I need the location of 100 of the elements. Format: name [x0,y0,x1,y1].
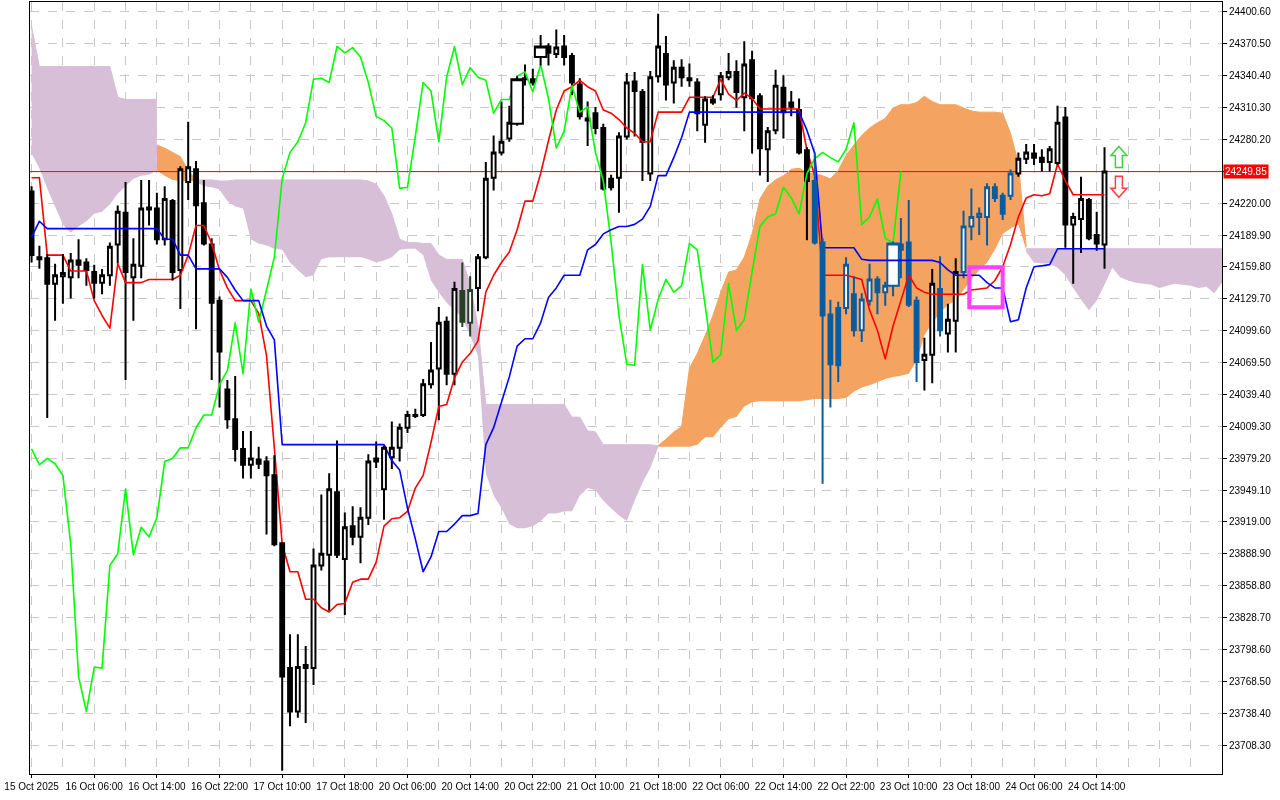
candlestick [702,96,709,143]
x-tick-label: 23 Oct 18:00 [942,781,1001,792]
y-tick-label: 23888.90 [1229,548,1272,560]
candlestick [1031,143,1037,166]
candlestick [843,257,849,315]
candlestick [1093,211,1100,251]
candlestick [905,200,912,307]
candlestick [858,293,865,342]
candlestick [59,254,66,304]
candlestick [279,542,286,771]
candlestick [153,192,160,245]
candlestick [404,410,411,433]
candlestick [976,207,983,235]
candlestick [663,35,669,101]
x-tick-label: 16 Oct 06:00 [65,781,124,792]
y-tick-label: 23768.50 [1229,675,1272,687]
x-tick-label: 16 Oct 14:00 [128,781,186,792]
candlestick [796,98,802,155]
candlestick [341,512,348,616]
candlestick [420,379,427,418]
candlestick [991,183,998,203]
candlestick [44,254,51,419]
y-tick-label: 24099.60 [1229,325,1272,337]
candlestick [937,256,943,337]
candlestick [631,71,638,137]
y-tick-label: 24370.50 [1229,38,1272,50]
candlestick [655,13,662,83]
candlestick [381,445,387,520]
candlestick [365,454,372,526]
candlestick [952,258,959,353]
candlestick [686,63,693,87]
candlestick [193,160,199,330]
candlestick [287,634,293,727]
candlestick [294,634,301,718]
x-tick-label: 17 Oct 18:00 [316,781,374,792]
candlestick [1085,197,1092,241]
candlestick [764,127,771,182]
line-series [30,45,902,713]
candlestick [185,121,192,200]
y-tick-label: 24069.50 [1229,357,1272,369]
candlestick [944,303,951,353]
candlestick [1007,169,1014,200]
x-tick-label: 17 Oct 10:00 [253,781,312,792]
x-tick-label: 21 Oct 18:00 [629,781,688,792]
candlestick [255,446,262,469]
candlestick [247,430,254,479]
candlestick [459,262,466,328]
x-tick-label: 16 Oct 22:00 [190,781,249,792]
candlestick [913,296,920,383]
x-tick-label: 24 Oct 06:00 [1005,781,1064,792]
x-tick-label: 22 Oct 06:00 [692,781,750,792]
candlestick [1023,143,1030,164]
candlestick [788,91,795,117]
candlestick [490,135,497,191]
candlestick [647,70,654,181]
y-tick-label: 24340.40 [1229,70,1272,82]
candlestick [146,179,152,226]
candlestick [83,258,90,286]
candlestick [569,52,575,96]
candlestick [99,268,105,295]
candlestick [1101,147,1108,269]
x-tick-label: 20 Oct 22:00 [504,781,562,792]
candlestick [592,106,599,135]
y-tick-label: 24220.00 [1229,197,1272,209]
candlestick [428,341,434,389]
candlestick [224,380,231,429]
candlestick [177,166,184,310]
candlestick [232,375,239,462]
candlestick [130,238,137,321]
y-tick-label: 23858.80 [1229,580,1272,592]
candlestick [271,455,278,547]
y-tick-label: 23798.60 [1229,643,1272,655]
candlestick [412,408,419,419]
y-tick-label: 24009.30 [1229,420,1272,432]
y-tick-label: 24280.20 [1229,133,1272,145]
candlestick [866,263,873,306]
candlestick [36,245,43,269]
candlestick [52,263,58,321]
candlestick [1054,105,1061,166]
candlestick [874,276,881,315]
candlestick [302,645,309,724]
candlestick [318,494,325,571]
candlestick [670,60,677,104]
candlestick [240,430,246,479]
y-tick-label: 23949.10 [1229,484,1272,496]
candlestick [984,183,990,246]
candlestick [1038,149,1045,172]
y-tick-label: 24189.90 [1229,229,1272,241]
candlestick [498,101,505,156]
y-tick-label: 24039.40 [1229,388,1272,400]
candlestick [694,78,701,132]
candlestick [373,441,380,468]
candlestick [780,75,787,139]
candlestick [576,78,583,120]
candlestick [553,29,560,59]
y-tick-label: 23708.30 [1229,739,1272,751]
candlestick [968,188,975,241]
candlestick [921,337,928,391]
candlestick [114,205,121,264]
y-tick-label: 23828.70 [1229,612,1272,624]
